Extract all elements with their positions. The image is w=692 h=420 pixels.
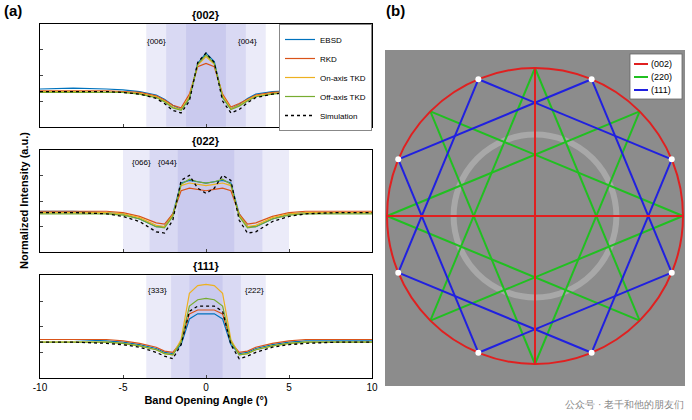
svg-text:RKD: RKD	[320, 55, 337, 64]
svg-text:-10: -10	[33, 382, 48, 393]
svg-text:{006}: {006}	[147, 37, 166, 46]
svg-text:{222}: {222}	[245, 286, 264, 295]
svg-text:(111): (111)	[651, 85, 671, 95]
svg-text:(220): (220)	[651, 72, 672, 82]
svg-text:-5: -5	[119, 382, 128, 393]
svg-text:{333}: {333}	[148, 286, 167, 295]
svg-text:0: 0	[203, 382, 209, 393]
svg-text:{066}: {066}	[132, 158, 151, 167]
svg-text:(002): (002)	[651, 59, 672, 69]
html-text:公众号 · 老千和他的朋友们: 公众号 · 老千和他的朋友们	[565, 399, 684, 410]
svg-text:{004}: {004}	[238, 37, 257, 46]
svg-text:{111}: {111}	[193, 260, 219, 272]
svg-text:Simulation: Simulation	[320, 112, 357, 121]
svg-text:Normalized Intensity (a.u.): Normalized Intensity (a.u.)	[18, 132, 30, 269]
svg-text:Off-axis TKD: Off-axis TKD	[320, 93, 366, 102]
html-text:(b): (b)	[386, 2, 406, 19]
svg-text:{002}: {002}	[192, 9, 220, 21]
svg-text:10: 10	[366, 382, 378, 393]
svg-text:EBSD: EBSD	[320, 36, 342, 45]
svg-text:5: 5	[286, 382, 292, 393]
html-text:(a): (a)	[4, 2, 23, 19]
svg-text:Band Opening Angle (°): Band Opening Angle (°)	[144, 394, 267, 406]
svg-text:{044}: {044}	[158, 158, 177, 167]
svg-text:{022}: {022}	[192, 135, 220, 147]
svg-text:On-axis TKD: On-axis TKD	[320, 74, 366, 83]
